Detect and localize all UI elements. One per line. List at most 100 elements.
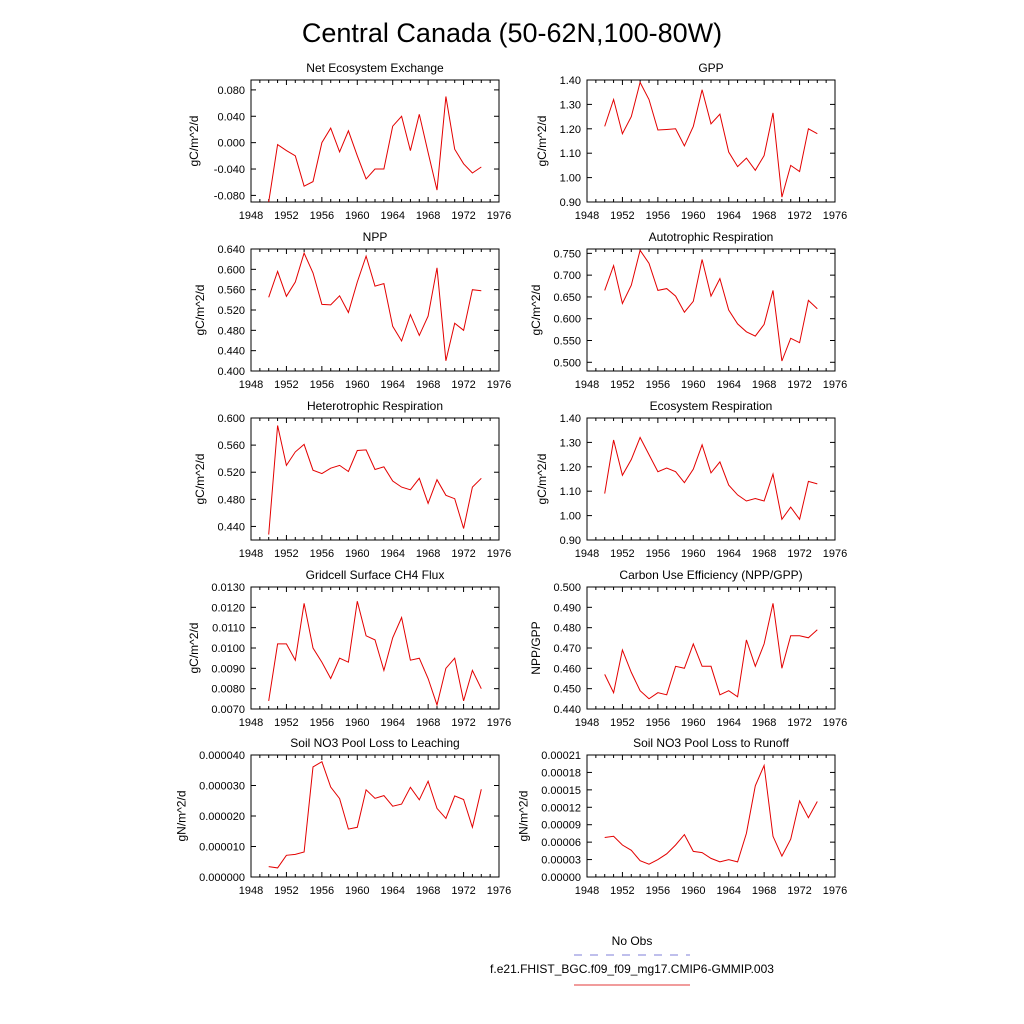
panel-5: Heterotrophic Respiration 1948 1952 1956 196… [193,399,511,560]
y-tick-label: 0.480 [553,623,581,635]
series-line [604,763,818,865]
y-tick-label: 1.20 [560,462,581,474]
y-tick-label: 0.000030 [199,781,245,793]
panel-title: Net Ecosystem Exchange [306,61,444,75]
panel-6: Ecosystem Respiration 1948 1952 1956 1960 196… [535,399,847,560]
panel-4: Autotrophic Respiration 1948 1952 1956 1960 1… [529,230,847,391]
x-tick-label: 1972 [787,210,811,222]
x-tick-label: 1948 [575,379,599,391]
y-tick-label: 0.00000 [541,872,581,884]
y-axis-label: gN/m^2/d [517,791,531,842]
x-tick-label: 1972 [451,210,475,222]
x-tick-label: 1960 [345,379,369,391]
y-tick-label: 0.500 [553,582,581,594]
y-tick-label: 0.550 [553,336,581,348]
series-line [268,601,482,707]
y-tick-label: 1.40 [560,75,581,87]
x-tick-label: 1956 [310,379,334,391]
x-tick-label: 1976 [823,548,847,560]
x-tick-label: 1976 [487,379,511,391]
y-tick-label: 0.000040 [199,750,245,762]
x-tick-label: 1972 [787,379,811,391]
x-tick-label: 1968 [752,717,776,729]
x-tick-label: 1960 [681,379,705,391]
x-tick-label: 1964 [716,379,740,391]
y-tick-label: 1.00 [560,173,581,185]
y-tick-label: 0.600 [217,413,245,425]
x-tick-label: 1948 [239,210,263,222]
x-tick-label: 1956 [310,210,334,222]
y-axis-label: gC/m^2/d [535,116,549,167]
y-tick-label: 0.000 [217,138,245,150]
y-tick-label: 0.500 [553,357,581,369]
x-tick-label: 1972 [787,885,811,897]
y-axis-label: gC/m^2/d [193,285,207,336]
y-tick-label: 0.00009 [541,820,581,832]
x-tick-label: 1972 [787,548,811,560]
x-tick-label: 1964 [716,717,740,729]
y-tick-label: 0.450 [553,684,581,696]
plot-frame [250,248,500,372]
y-tick-label: 0.0080 [211,684,245,696]
panel-title: Carbon Use Efficiency (NPP/GPP) [619,568,802,582]
panel-title: GPP [698,61,723,75]
x-tick-label: 1964 [380,210,404,222]
y-tick-label: -0.040 [214,164,245,176]
x-tick-label: 1948 [239,717,263,729]
y-tick-label: 0.490 [553,602,581,614]
x-tick-label: 1948 [575,210,599,222]
panel-10: Soil NO3 Pool Loss to Runoff 1948 1952 1956… [517,736,848,897]
y-tick-label: 0.480 [217,325,245,337]
x-tick-label: 1952 [610,717,634,729]
y-tick-label: 0.700 [553,270,581,282]
plot-frame [586,417,836,541]
y-tick-label: 0.520 [217,305,245,317]
y-axis-label: gC/m^2/d [187,623,201,674]
y-tick-label: 0.440 [217,521,245,533]
y-axis-label: gN/m^2/d [174,791,188,842]
x-tick-label: 1976 [823,717,847,729]
x-tick-label: 1960 [681,548,705,560]
series-line [604,81,818,198]
y-axis-label: gC/m^2/d [535,454,549,505]
x-tick-label: 1968 [416,210,440,222]
x-tick-label: 1956 [646,548,670,560]
x-tick-label: 1976 [487,885,511,897]
y-tick-label: 0.00018 [541,767,581,779]
x-tick-label: 1976 [823,210,847,222]
x-tick-label: 1952 [610,379,634,391]
x-tick-label: 1964 [380,885,404,897]
x-tick-label: 1968 [752,885,776,897]
x-tick-label: 1968 [752,379,776,391]
y-tick-label: 0.600 [553,314,581,326]
y-tick-label: 0.460 [553,663,581,675]
y-axis-label: gC/m^2/d [187,116,201,167]
legend-obs-label: No Obs [612,934,653,948]
y-axis-label: gC/m^2/d [193,454,207,505]
x-tick-label: 1972 [451,717,475,729]
y-tick-label: 0.90 [560,535,581,547]
panel-3: NPP 1948 1952 1956 1960 1964 1968 1972 1976 0.400… [193,230,511,391]
series-line [268,96,482,202]
x-tick-label: 1972 [451,885,475,897]
x-tick-label: 1968 [416,379,440,391]
x-tick-label: 1972 [787,717,811,729]
series-line [604,436,818,521]
x-tick-label: 1956 [310,548,334,560]
y-tick-label: 0.00015 [541,785,581,797]
y-tick-label: 1.00 [560,511,581,523]
x-tick-label: 1948 [575,885,599,897]
y-tick-label: -0.080 [214,190,245,202]
x-tick-label: 1952 [274,548,298,560]
y-tick-label: 0.0110 [212,623,245,635]
x-tick-label: 1952 [274,379,298,391]
x-tick-label: 1976 [487,210,511,222]
panel-title: Gridcell Surface CH4 Flux [306,568,445,582]
y-tick-label: 1.30 [560,437,581,449]
x-tick-label: 1964 [380,548,404,560]
panel-1: Net Ecosystem Exchange 1948 1952 1956 1960 19… [187,61,511,222]
x-tick-label: 1972 [451,548,475,560]
x-tick-label: 1964 [716,885,740,897]
y-tick-label: 0.560 [217,440,245,452]
plot-frame [250,754,500,878]
